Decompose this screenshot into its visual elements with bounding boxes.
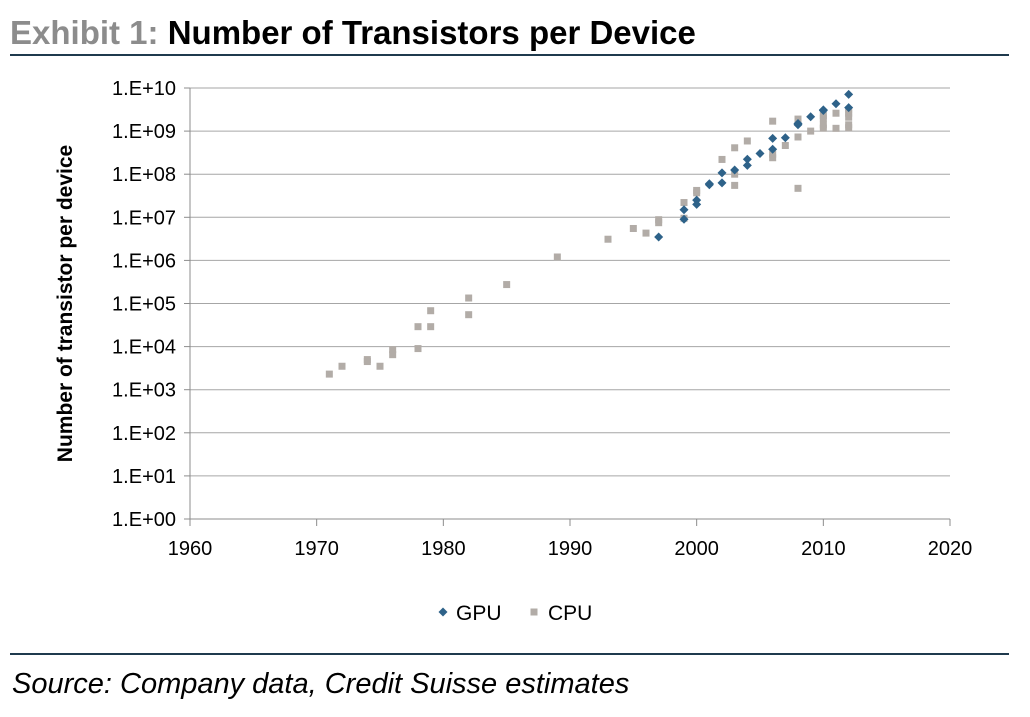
x-tick-label: 1980 (421, 538, 466, 560)
cpu-point (794, 184, 802, 192)
chart-title: Number of Transistors per Device (167, 14, 696, 51)
cpu-point (629, 224, 637, 232)
cpu-point (794, 133, 802, 141)
y-tick-label: 1.E+01 (112, 466, 176, 488)
legend-cpu-marker (530, 608, 538, 616)
gpu-point (742, 160, 752, 170)
source-note: Source: Company data, Credit Suisse esti… (12, 668, 630, 700)
cpu-point (389, 351, 397, 359)
header-divider (10, 54, 1009, 56)
cpu-point (819, 112, 827, 120)
cpu-point (325, 370, 333, 378)
exhibit-label: Exhibit 1: (10, 14, 159, 51)
gpu-point (831, 99, 841, 109)
x-tick-label: 2010 (801, 538, 846, 560)
gpu-point (692, 195, 702, 205)
gpu-point (717, 178, 727, 188)
gpu-point (755, 149, 765, 159)
legend-gpu-marker (438, 607, 448, 617)
y-tick-label: 1.E+00 (112, 509, 176, 531)
x-tick-label: 1960 (168, 538, 213, 560)
cpu-point (363, 356, 371, 364)
cpu-point (642, 229, 650, 237)
cpu-point (414, 323, 422, 331)
cpu-point (693, 186, 701, 194)
legend-gpu-label: GPU (456, 602, 502, 625)
transistor-scatter-chart: 1.E+00 1.E+01 1.E+02 1.E+03 1.E+04 1.E+05 1.E+… (54, 78, 973, 625)
cpu-point (414, 345, 422, 353)
gpu-point (806, 112, 816, 122)
footer-divider (10, 653, 1009, 655)
x-tick-label: 2020 (928, 538, 973, 560)
cpu-point (718, 155, 726, 163)
cpu-point (845, 113, 853, 121)
y-tick-label: 1.E+05 (112, 294, 176, 316)
gpu-point (780, 133, 790, 143)
y-tick-label: 1.E+03 (112, 380, 176, 402)
gpu-point (768, 144, 778, 154)
gpu-point (679, 205, 689, 215)
y-tick-label: 1.E+10 (112, 78, 176, 100)
gpu-point (768, 133, 778, 143)
gpu-point (742, 154, 752, 164)
cpu-point (743, 137, 751, 145)
cpu-point (389, 346, 397, 354)
cpu-point (376, 362, 384, 370)
y-tick-label: 1.E+08 (112, 164, 176, 186)
cpu-point (807, 127, 815, 135)
cpu-point (769, 154, 777, 162)
gpu-point (844, 103, 854, 113)
cpu-point (781, 142, 789, 150)
gpu-point (730, 165, 740, 175)
exhibit-header: Exhibit 1: Number of Transistors per Dev… (10, 14, 696, 52)
cpu-point (465, 311, 473, 319)
cpu-point (819, 121, 827, 129)
cpu-point (604, 235, 612, 243)
y-tick-label: 1.E+09 (112, 121, 176, 143)
cpu-point (338, 362, 346, 370)
cpu-point (655, 216, 663, 224)
cpu-point (832, 109, 840, 117)
cpu-point (680, 199, 688, 207)
gpu-point (717, 168, 727, 178)
x-tick-label: 2000 (674, 538, 719, 560)
y-tick-label: 1.E+06 (112, 250, 176, 272)
cpu-point (553, 253, 561, 261)
legend-cpu-label: CPU (548, 602, 592, 625)
cpu-point (427, 323, 435, 331)
y-tick-label: 1.E+02 (112, 423, 176, 445)
cpu-point (465, 294, 473, 302)
gpu-point (704, 179, 714, 189)
gpu-point (654, 232, 664, 242)
cpu-point (832, 124, 840, 132)
cpu-point (769, 117, 777, 125)
cpu-point (731, 144, 739, 152)
gpu-point (818, 105, 828, 115)
cpu-point (845, 121, 853, 129)
x-tick-label: 1990 (548, 538, 593, 560)
gpu-point (679, 214, 689, 224)
y-tick-label: 1.E+07 (112, 207, 176, 229)
y-axis-title: Number of transistor per device (54, 145, 77, 462)
cpu-point (503, 281, 511, 289)
gpu-point (793, 119, 803, 129)
cpu-point (427, 307, 435, 315)
gpu-point (844, 89, 854, 99)
cpu-point (769, 150, 777, 158)
cpu-point (731, 181, 739, 189)
y-tick-label: 1.E+04 (112, 337, 176, 359)
x-tick-label: 1970 (294, 538, 339, 560)
